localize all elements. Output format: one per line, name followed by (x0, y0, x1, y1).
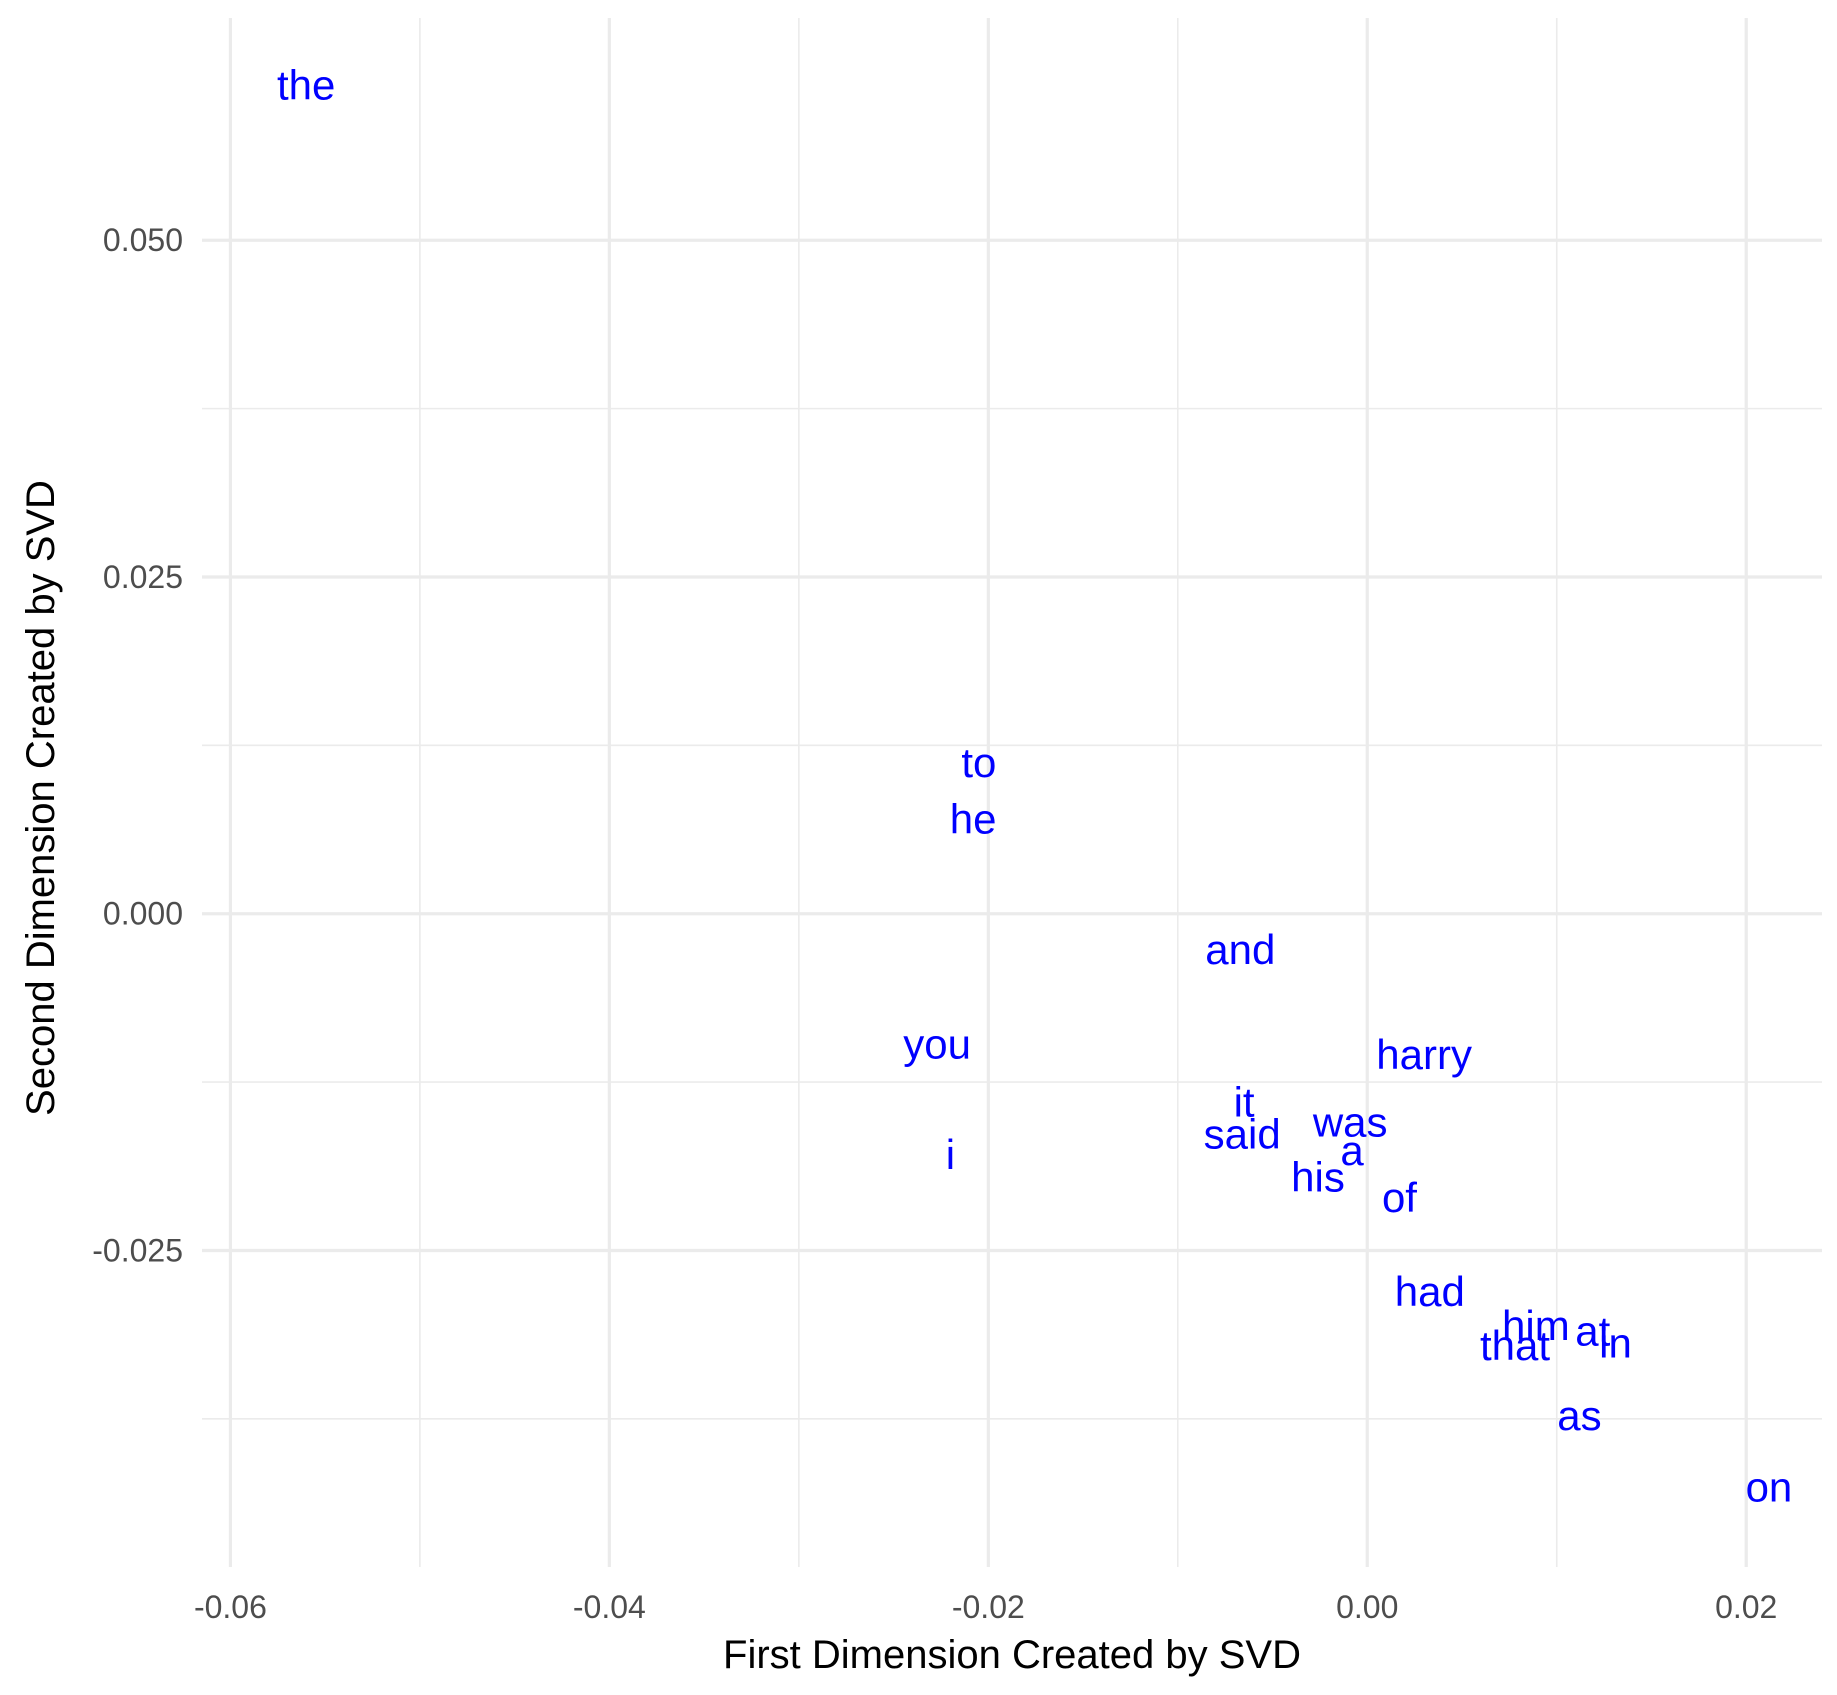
word-label-on: on (1746, 1464, 1793, 1511)
word-label-was: was (1312, 1099, 1388, 1146)
word-label-him: him (1502, 1302, 1570, 1349)
word-label-in: in (1599, 1319, 1632, 1366)
x-axis-title: First Dimension Created by SVD (723, 1633, 1301, 1677)
minor-gridlines (202, 18, 1822, 1567)
y-tick-label: 0.000 (103, 896, 183, 932)
word-label-and: and (1205, 926, 1275, 973)
word-label-that: that (1480, 1322, 1550, 1369)
word-label-harry: harry (1376, 1031, 1472, 1078)
y-axis-title: Second Dimension Created by SVD (19, 480, 63, 1116)
word-label-you: you (903, 1020, 971, 1067)
word-label-a: a (1340, 1127, 1364, 1174)
word-label-he: he (950, 795, 997, 842)
x-tick-label: -0.02 (952, 1589, 1025, 1625)
word-label-as: as (1557, 1392, 1601, 1439)
y-axis-tick-labels: 0.050 0.025 0.000 -0.025 (92, 222, 183, 1268)
y-tick-label: 0.050 (103, 222, 183, 258)
x-tick-label: -0.06 (194, 1589, 267, 1625)
word-label-had: had (1395, 1268, 1465, 1315)
y-tick-label: 0.025 (103, 559, 183, 595)
x-axis-tick-labels: -0.06 -0.04 -0.02 0.00 0.02 (194, 1589, 1777, 1625)
major-gridlines (202, 18, 1822, 1567)
word-label-the: the (277, 61, 335, 108)
word-label-i: i (946, 1131, 955, 1178)
word-label-to: to (961, 739, 996, 786)
x-tick-label: 0.00 (1336, 1589, 1398, 1625)
word-label-his: his (1291, 1154, 1345, 1201)
x-tick-label: 0.02 (1715, 1589, 1777, 1625)
x-tick-label: -0.04 (573, 1589, 646, 1625)
word-label-it: it (1234, 1078, 1255, 1125)
word-label-of: of (1382, 1174, 1417, 1221)
word-label-at: at (1575, 1307, 1610, 1354)
word-label-said: said (1204, 1111, 1281, 1158)
y-tick-label: -0.025 (92, 1232, 183, 1268)
